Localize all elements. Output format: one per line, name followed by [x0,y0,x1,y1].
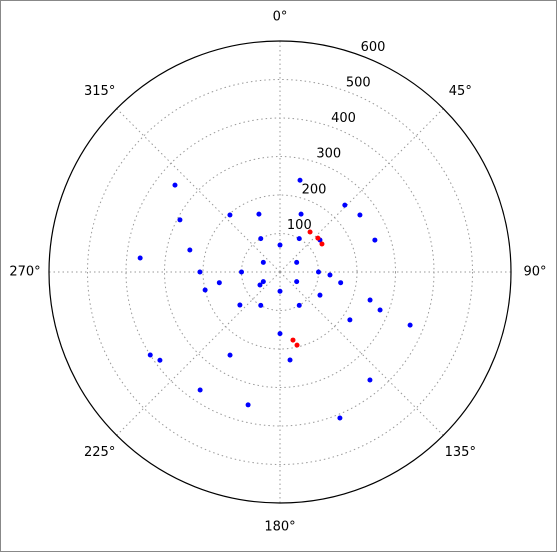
angle-label: 0° [273,10,288,25]
point [137,255,143,261]
point [367,377,373,383]
point [347,317,353,323]
grid-circle [164,156,396,388]
point [277,288,283,294]
polar-spine [48,40,512,504]
point [287,357,293,363]
radial-label: 200 [302,182,327,197]
point [317,292,323,298]
angle-label: 180° [264,520,295,535]
point [319,241,325,247]
point [277,242,283,248]
point [338,280,344,286]
point [296,302,302,308]
point [260,279,266,285]
angle-label: 315° [84,84,115,99]
point [202,287,208,293]
angle-label: 270° [9,265,40,280]
point [239,269,244,275]
point [187,247,193,253]
point [147,352,153,358]
point [294,342,300,348]
point [307,229,313,235]
point [367,297,373,303]
point [177,217,183,223]
point [296,236,302,242]
point [294,259,300,265]
point [372,237,378,243]
point [257,282,263,288]
radial-label: 300 [316,147,341,162]
point [260,259,266,265]
point [258,302,264,308]
point [197,269,203,275]
point [327,272,333,278]
point [377,307,383,313]
point [172,182,178,188]
point [407,322,413,328]
point [237,302,243,308]
point [258,236,264,242]
radial-label: 400 [331,111,356,126]
angle-label: 45° [449,84,472,99]
angle-label: 225° [84,445,115,460]
point [315,235,321,241]
point [277,331,283,337]
point [290,337,296,343]
radial-label: 600 [361,40,386,55]
point [197,387,203,393]
point [342,202,348,208]
angle-label: 135° [445,445,476,460]
point [298,211,304,217]
point [256,211,262,217]
point [316,269,321,275]
point [227,212,233,218]
point [245,402,251,408]
grid-circle [87,79,473,465]
point [297,177,303,183]
angle-label: 90° [523,265,546,280]
point [157,357,163,363]
radial-label: 100 [287,218,312,233]
radial-label: 500 [346,76,371,91]
point [337,415,343,421]
point [294,279,300,285]
point [357,212,363,218]
point [216,280,222,286]
point [227,352,233,358]
